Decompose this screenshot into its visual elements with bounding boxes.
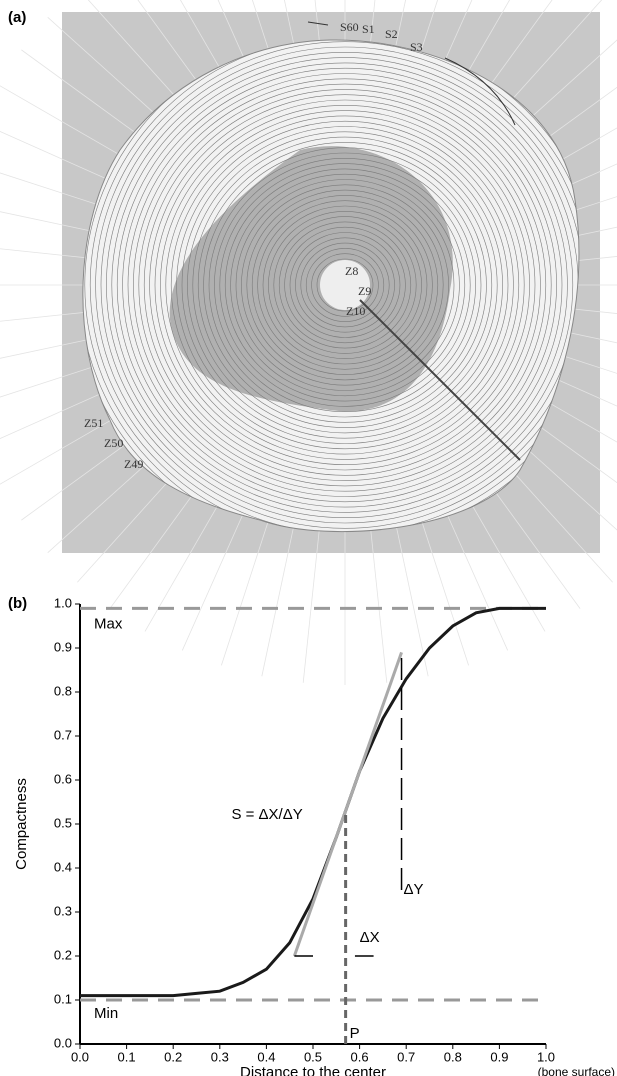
p-label: P	[350, 1025, 360, 1042]
y-tick-label: 1.0	[54, 595, 72, 610]
ring	[165, 110, 525, 460]
ring	[127, 73, 563, 497]
section-line	[359, 299, 521, 461]
ring	[106, 52, 579, 518]
dy-label: ΔY	[404, 881, 424, 898]
ring	[300, 242, 390, 328]
ring	[262, 205, 428, 365]
ring	[235, 179, 455, 391]
annotation: S2	[385, 27, 398, 41]
ring	[278, 221, 412, 349]
annotation: Z8	[345, 264, 358, 278]
ring	[230, 173, 460, 397]
ring	[251, 195, 439, 375]
x-tick-label: 0.2	[164, 1049, 182, 1064]
annotation: Z9	[358, 284, 371, 298]
panel-label: (b)	[8, 595, 27, 612]
ring	[176, 120, 514, 450]
y-tick-label: 0.4	[54, 859, 72, 874]
medulla	[320, 260, 370, 310]
ring	[149, 94, 541, 476]
ring	[133, 78, 557, 492]
ring	[284, 226, 406, 344]
arrow	[307, 21, 329, 26]
ring	[170, 115, 520, 455]
annotation: Z49	[124, 457, 143, 471]
y-tick-label: 0.1	[54, 991, 72, 1006]
annotation: S1	[362, 22, 375, 36]
ring	[257, 200, 433, 370]
x-axis-title: Distance to the center	[240, 1064, 386, 1076]
reference-label: Min	[94, 1005, 118, 1022]
ring	[181, 126, 509, 444]
bone-internals	[82, 39, 579, 532]
y-tick-label: 0.5	[54, 815, 72, 830]
x-tick-label: 0.1	[118, 1049, 136, 1064]
ring	[203, 147, 487, 423]
ring	[192, 136, 498, 434]
curve	[80, 606, 546, 998]
ring	[311, 253, 379, 317]
ring	[316, 258, 374, 312]
rings	[82, 39, 579, 532]
ring	[305, 248, 385, 322]
ring	[246, 189, 444, 381]
y-tick-label: 0.2	[54, 947, 72, 962]
ring	[122, 67, 568, 503]
x-axis-note: (bone surface)	[538, 1065, 615, 1076]
x-tick-label: 0.5	[304, 1049, 322, 1064]
y-tick-label: 0.0	[54, 1035, 72, 1050]
ring	[143, 89, 547, 481]
annotation: Z51	[84, 416, 103, 430]
x-tick-label: 0.9	[490, 1049, 508, 1064]
ring	[197, 142, 493, 428]
x-tick-label: 0.4	[257, 1049, 275, 1064]
annotation: Z10	[346, 304, 365, 318]
ring	[295, 237, 395, 333]
y-tick-label: 0.8	[54, 683, 72, 698]
ring	[224, 168, 466, 402]
tangent	[292, 651, 403, 957]
x-tick-label: 0.6	[351, 1049, 369, 1064]
arrow	[444, 57, 516, 126]
ring	[208, 152, 482, 418]
ring	[116, 62, 574, 508]
x-tick-label: 0.0	[71, 1049, 89, 1064]
ring	[219, 163, 471, 407]
x-tick-label: 1.0	[537, 1049, 555, 1064]
panel-label: (a)	[8, 9, 26, 26]
ring	[89, 39, 579, 532]
ring	[160, 105, 530, 465]
ring	[187, 131, 503, 439]
y-tick-label: 0.7	[54, 727, 72, 742]
ring	[154, 99, 536, 471]
ring	[138, 83, 552, 487]
annotation: S3	[410, 40, 423, 54]
y-tick-label: 0.6	[54, 771, 72, 786]
x-tick-label: 0.7	[397, 1049, 415, 1064]
reference-label: Max	[94, 615, 123, 632]
ring	[95, 41, 579, 529]
y-axis-title: Compactness	[13, 778, 30, 870]
ring	[268, 211, 422, 359]
y-tick-label: 0.9	[54, 639, 72, 654]
ring	[214, 158, 476, 412]
dense-region	[169, 146, 453, 412]
dx-label: ΔX	[360, 929, 380, 946]
x-tick-label: 0.8	[444, 1049, 462, 1064]
slope-label: S = ΔX/ΔY	[231, 806, 302, 823]
annotation: S60	[340, 20, 359, 34]
y-tick-label: 0.3	[54, 903, 72, 918]
ring	[241, 184, 449, 386]
ring	[289, 232, 401, 338]
ring	[273, 216, 417, 354]
x-tick-label: 0.3	[211, 1049, 229, 1064]
ring	[100, 46, 579, 524]
annotation: Z50	[104, 436, 123, 450]
chart: (b) 0.0 0.1 0.2 0.3 0.4 0.5 0.6 0.7 0.8 0.9 1.0 0.0 0…	[8, 595, 615, 1076]
ring	[84, 39, 579, 532]
